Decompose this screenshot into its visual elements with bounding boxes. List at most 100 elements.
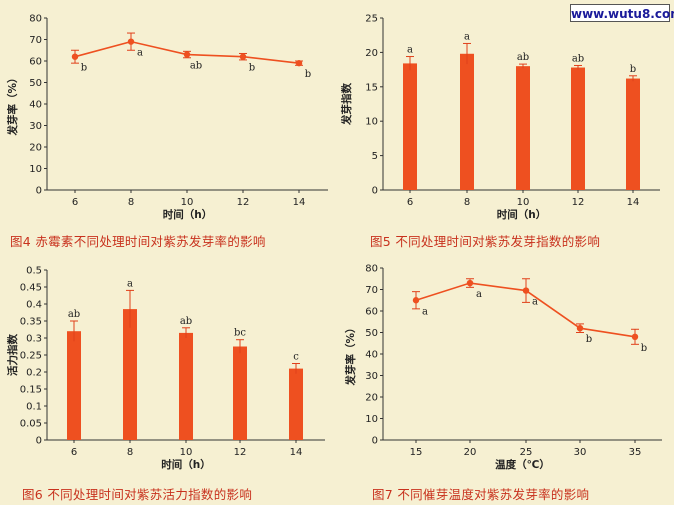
significance-label: c <box>293 352 299 363</box>
significance-label: a <box>476 289 482 300</box>
x-tick-label: 10 <box>517 197 530 208</box>
axes <box>382 268 662 441</box>
significance-label: b <box>81 63 87 74</box>
y-tick-label: 80 <box>365 264 378 275</box>
x-axis-title: 时间（h） <box>161 458 210 471</box>
bar <box>233 346 247 440</box>
y-tick-label: 15 <box>365 82 378 93</box>
data-point <box>127 38 135 45</box>
data-point <box>183 51 191 58</box>
y-tick-label: 0.1 <box>26 402 42 413</box>
y-tick-label: 40 <box>29 100 42 111</box>
bar <box>571 67 585 190</box>
y-tick-label: 0 <box>36 186 42 197</box>
significance-label: ab <box>180 316 192 327</box>
y-tick-label: 0.25 <box>20 351 42 362</box>
x-tick-label: 15 <box>410 447 423 458</box>
data-point <box>466 279 474 287</box>
significance-label: a <box>127 278 133 289</box>
y-tick-label: 40 <box>365 350 378 361</box>
y-tick-label: 0.3 <box>26 334 42 345</box>
data-point <box>631 333 639 340</box>
significance-label: ab <box>572 53 584 64</box>
data-point <box>71 53 79 60</box>
y-tick-label: 0.5 <box>26 266 42 277</box>
y-tick-label: 80 <box>29 14 42 25</box>
bar <box>67 331 81 440</box>
y-tick-label: 0.45 <box>20 283 42 294</box>
data-point <box>295 59 303 67</box>
x-tick-label: 6 <box>71 447 77 458</box>
x-tick-label: 25 <box>520 447 533 458</box>
y-tick-label: 10 <box>29 164 42 175</box>
y-tick-label: 60 <box>365 307 378 318</box>
y-tick-label: 25 <box>365 14 378 25</box>
x-tick-label: 10 <box>181 197 194 208</box>
y-tick-label: 20 <box>365 393 378 404</box>
x-tick-label: 14 <box>293 197 306 208</box>
data-point <box>412 297 420 304</box>
y-axis-title: 发芽率（%） <box>6 72 19 136</box>
y-tick-label: 0 <box>36 436 42 447</box>
y-axis-title: 发芽指数 <box>340 83 353 126</box>
y-tick-label: 0.05 <box>20 419 42 430</box>
x-tick-label: 8 <box>127 447 133 458</box>
y-tick-label: 30 <box>29 121 42 132</box>
y-tick-label: 0 <box>372 186 378 197</box>
significance-label: a <box>464 31 470 42</box>
x-tick-label: 14 <box>627 197 640 208</box>
significance-label: ab <box>517 52 529 63</box>
data-point <box>522 287 530 294</box>
x-tick-label: 6 <box>72 197 78 208</box>
significance-label: a <box>422 306 428 317</box>
significance-label: b <box>586 334 592 345</box>
x-tick-label: 8 <box>128 197 134 208</box>
y-tick-label: 10 <box>365 117 378 128</box>
significance-label: ab <box>190 61 202 72</box>
caption-fig7: 图7 不同催芽温度对紫苏发芽率的影响 <box>372 487 590 502</box>
significance-label: b <box>305 69 311 80</box>
bar <box>626 78 640 190</box>
x-axis-title: 时间（h） <box>497 208 546 221</box>
y-tick-label: 0 <box>372 436 378 447</box>
bar <box>403 63 417 190</box>
significance-label: b <box>641 343 647 354</box>
x-tick-label: 6 <box>407 197 413 208</box>
x-tick-label: 8 <box>464 197 470 208</box>
x-tick-label: 20 <box>464 447 477 458</box>
x-tick-label: 14 <box>290 447 303 458</box>
y-tick-label: 0.15 <box>20 385 42 396</box>
y-tick-label: 70 <box>29 35 42 46</box>
x-tick-label: 30 <box>574 447 587 458</box>
data-point <box>239 53 247 60</box>
watermark: www.wutu8.com <box>570 4 674 22</box>
x-tick-label: 12 <box>237 197 250 208</box>
y-axis-title: 发芽率（%） <box>344 322 357 386</box>
y-tick-label: 0.35 <box>20 317 42 328</box>
y-tick-label: 30 <box>365 371 378 382</box>
y-tick-label: 60 <box>29 57 42 68</box>
x-tick-label: 12 <box>572 197 585 208</box>
significance-label: b <box>630 64 636 75</box>
y-axis-title: 活力指数 <box>6 334 19 376</box>
x-tick-label: 35 <box>629 447 642 458</box>
caption-fig5: 图5 不同处理时间对紫苏发芽指数的影响 <box>370 234 601 249</box>
x-tick-label: 10 <box>180 447 193 458</box>
bar <box>179 332 193 440</box>
caption-fig6: 图6 不同处理时间对紫苏活力指数的影响 <box>22 487 253 502</box>
x-axis-title: 温度（℃） <box>495 458 550 471</box>
y-tick-label: 0.2 <box>26 368 42 379</box>
y-tick-label: 70 <box>365 285 378 296</box>
x-tick-label: 12 <box>234 447 247 458</box>
significance-label: a <box>532 297 538 308</box>
x-axis-title: 时间（h） <box>163 208 212 221</box>
bar <box>289 368 303 440</box>
y-tick-label: 20 <box>29 143 42 154</box>
y-tick-label: 0.4 <box>26 300 42 311</box>
y-tick-label: 20 <box>365 48 378 59</box>
y-tick-label: 50 <box>365 328 378 339</box>
